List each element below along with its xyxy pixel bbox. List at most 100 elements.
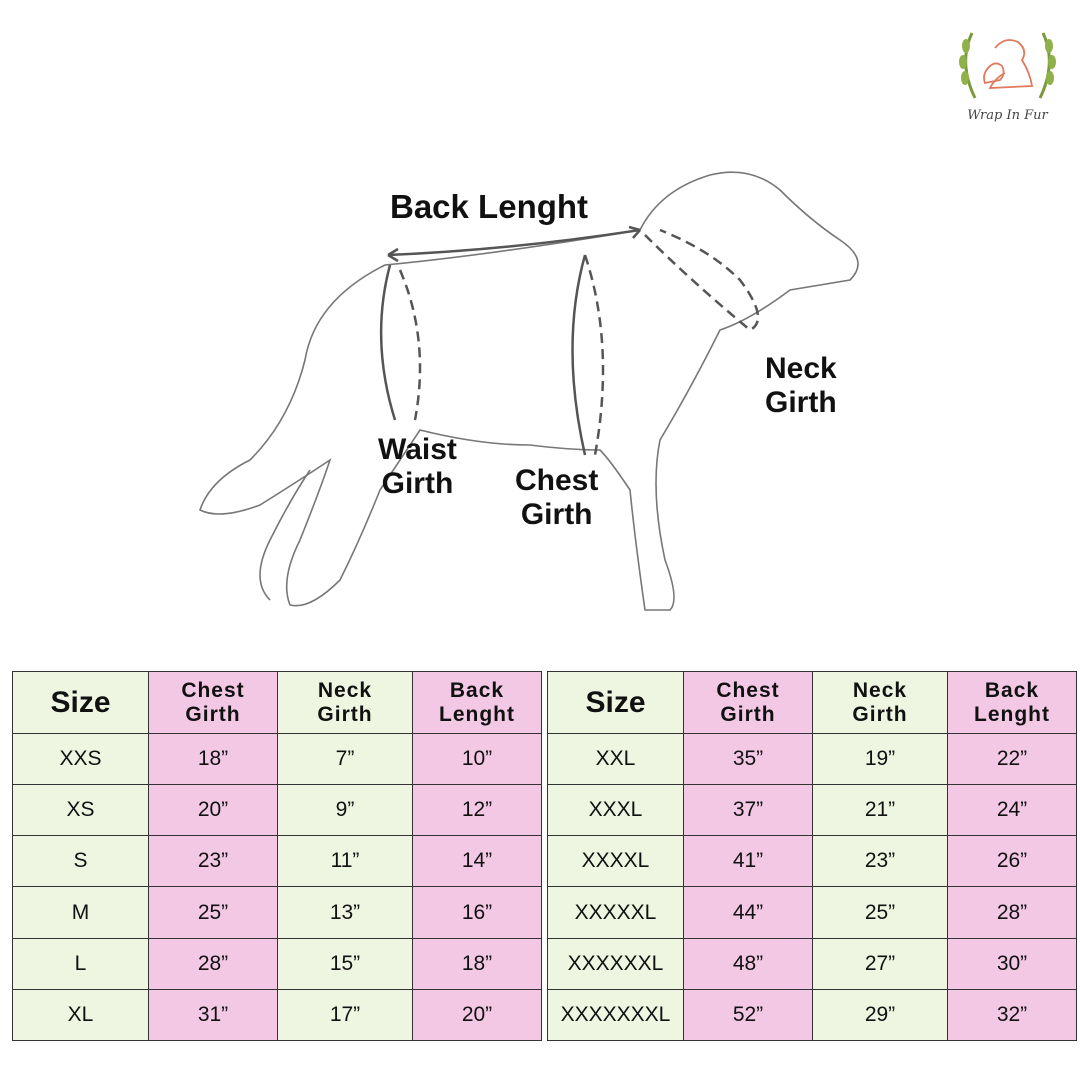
header-neck-line2: Girth	[317, 702, 373, 726]
cell-chest: 41”	[683, 835, 813, 888]
cell-size: XXXXXXL	[547, 937, 684, 990]
cell-neck: 29”	[812, 988, 948, 1042]
cell-size: XXXXL	[547, 835, 684, 888]
cell-back: 14”	[412, 835, 542, 888]
cell-chest: 18”	[148, 732, 278, 786]
brand-logo: Wrap In Fur	[950, 28, 1065, 138]
cell-back: 24”	[947, 784, 1077, 837]
cell-neck: 7”	[277, 732, 413, 786]
header-chest-line2: Girth	[185, 702, 241, 726]
waist-girth-label: Waist Girth	[378, 433, 457, 501]
cell-neck: 11”	[277, 835, 413, 888]
cell-size: XXXXXXXL	[547, 988, 684, 1042]
header-back-line2: Lenght	[439, 702, 515, 726]
cell-chest: 44”	[683, 886, 813, 939]
cell-chest: 23”	[148, 835, 278, 888]
neck-girth-label-line2: Girth	[765, 386, 837, 419]
header-back: Back Lenght	[947, 671, 1077, 734]
back-length-arrow	[387, 228, 641, 257]
dogs-laurel-logo-icon	[959, 32, 1056, 99]
cell-neck: 21”	[812, 784, 948, 837]
cell-size: XXXXXL	[547, 886, 684, 939]
cell-back: 26”	[947, 835, 1077, 888]
cell-back: 30”	[947, 937, 1077, 990]
cell-neck: 23”	[812, 835, 948, 888]
brand-name: Wrap In Fur	[967, 108, 1048, 123]
cell-chest: 28”	[148, 937, 278, 990]
header-size: Size	[547, 671, 684, 734]
header-chest-line2: Girth	[720, 702, 776, 726]
header-row: Size Chest Girth Neck Girth Back Lenght	[547, 671, 1077, 734]
cell-chest: 52”	[683, 988, 813, 1042]
cell-back: 22”	[947, 732, 1077, 786]
cell-back: 28”	[947, 886, 1077, 939]
cell-back: 16”	[412, 886, 542, 939]
chest-girth-ring	[571, 254, 587, 456]
header-neck: Neck Girth	[812, 671, 948, 734]
waist-girth-label-line1: Waist	[378, 433, 457, 466]
table-row: XXXXXXXL 52” 29” 32”	[547, 988, 1077, 1042]
neck-girth-label: Neck Girth	[765, 352, 837, 420]
cell-back: 18”	[412, 937, 542, 990]
header-chest-line1: Chest	[181, 678, 245, 702]
header-chest: Chest Girth	[148, 671, 278, 734]
neck-girth-ring	[644, 228, 760, 332]
waist-girth-ring	[379, 264, 397, 421]
table-row: XXXL 37” 21” 24”	[547, 784, 1077, 837]
cell-size: XXXL	[547, 784, 684, 837]
back-length-label: Back Lenght	[390, 188, 589, 225]
cell-chest: 35”	[683, 732, 813, 786]
cell-back: 10”	[412, 732, 542, 786]
cell-neck: 19”	[812, 732, 948, 786]
cell-size: XS	[12, 784, 149, 837]
header-back: Back Lenght	[412, 671, 542, 734]
cell-back: 12”	[412, 784, 542, 837]
table-row: XXXXL 41” 23” 26”	[547, 835, 1077, 888]
table-row: XS 20” 9” 12”	[12, 784, 542, 837]
header-neck-line1: Neck	[852, 678, 908, 702]
header-size: Size	[12, 671, 149, 734]
cell-size: XXS	[12, 732, 149, 786]
cell-neck: 25”	[812, 886, 948, 939]
cell-size: M	[12, 886, 149, 939]
table-row: L 28” 15” 18”	[12, 937, 542, 990]
neck-girth-label-line1: Neck	[765, 352, 837, 385]
cell-back: 20”	[412, 988, 542, 1042]
waist-girth-label-line2: Girth	[381, 467, 454, 500]
header-neck: Neck Girth	[277, 671, 413, 734]
cell-size: S	[12, 835, 149, 888]
cell-size: XXL	[547, 732, 684, 786]
header-back-line1: Back	[984, 678, 1040, 702]
table-row: XXL 35” 19” 22”	[547, 732, 1077, 786]
header-neck-line2: Girth	[852, 702, 908, 726]
header-back-line2: Lenght	[974, 702, 1050, 726]
header-back-line1: Back	[449, 678, 505, 702]
cell-back: 32”	[947, 988, 1077, 1042]
header-neck-line1: Neck	[317, 678, 373, 702]
cell-neck: 9”	[277, 784, 413, 837]
cell-chest: 37”	[683, 784, 813, 837]
cell-size: XL	[12, 988, 149, 1042]
cell-neck: 17”	[277, 988, 413, 1042]
size-table-large: Size Chest Girth Neck Girth Back Lenght XXL 35” 1…	[547, 671, 1077, 1042]
size-table-small: Size Chest Girth Neck Girth Back Lenght XXS 18” 7…	[12, 671, 542, 1042]
table-row: XXS 18” 7” 10”	[12, 732, 542, 786]
chest-girth-label-line2: Girth	[520, 498, 593, 531]
cell-size: L	[12, 937, 149, 990]
chest-girth-label: Chest Girth	[515, 464, 598, 532]
header-chest-line1: Chest	[716, 678, 780, 702]
table-row: XXXXXL 44” 25” 28”	[547, 886, 1077, 939]
cell-neck: 15”	[277, 937, 413, 990]
cell-neck: 27”	[812, 937, 948, 990]
header-chest: Chest Girth	[683, 671, 813, 734]
table-row: XL 31” 17” 20”	[12, 988, 542, 1042]
cell-chest: 48”	[683, 937, 813, 990]
cell-neck: 13”	[277, 886, 413, 939]
table-row: M 25” 13” 16”	[12, 886, 542, 939]
cell-chest: 25”	[148, 886, 278, 939]
dog-measurement-diagram	[199, 171, 859, 611]
header-row: Size Chest Girth Neck Girth Back Lenght	[12, 671, 542, 734]
cell-chest: 31”	[148, 988, 278, 1042]
table-row: S 23” 11” 14”	[12, 835, 542, 888]
chest-girth-label-line1: Chest	[515, 464, 599, 497]
